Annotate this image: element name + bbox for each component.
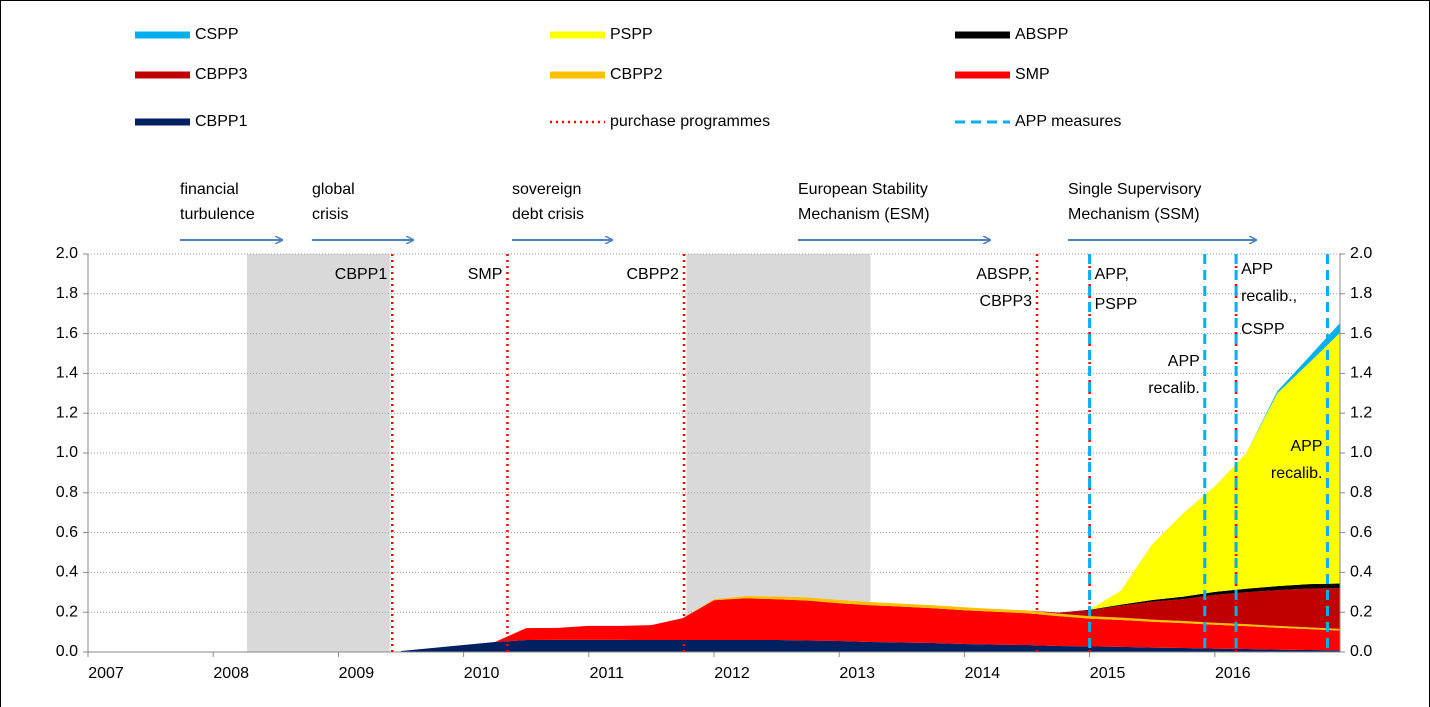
y-tick-label: 1.2 (56, 404, 78, 421)
x-tick-label: 2013 (839, 665, 875, 682)
event-label: recalib. (1271, 465, 1323, 482)
annotation: debt crisis (512, 206, 584, 223)
y-tick-label: 1.6 (56, 325, 78, 342)
x-tick-label: 2015 (1090, 665, 1126, 682)
event-label: ABSPP, (976, 266, 1032, 283)
legend-label: CBPP3 (195, 66, 248, 83)
legend-label: SMP (1015, 66, 1050, 83)
shaded-period (247, 254, 390, 652)
legend-label: APP measures (1015, 113, 1121, 130)
y2-tick-label: 0.0 (1350, 643, 1372, 660)
x-tick-label: 2011 (590, 665, 625, 682)
y-tick-label: 0.4 (56, 564, 78, 581)
y2-tick-label: 1.0 (1350, 444, 1372, 461)
y-tick-label: 1.4 (56, 365, 78, 382)
event-label: APP (1241, 261, 1273, 278)
y2-tick-label: 1.4 (1350, 365, 1372, 382)
event-label: APP, (1095, 266, 1129, 283)
area (401, 639, 1340, 652)
x-tick-label: 2009 (339, 665, 375, 682)
legend-label: PSPP (610, 26, 653, 43)
legend-label: CSPP (195, 26, 239, 43)
event-label: CSPP (1241, 321, 1285, 338)
legend-label: ABSPP (1015, 26, 1068, 43)
event-label: CBPP1 (335, 266, 388, 283)
y-tick-label: 0.6 (56, 524, 78, 541)
area (401, 583, 1340, 652)
event-label: recalib. (1148, 380, 1200, 397)
area (401, 588, 1340, 652)
event-label: CBPP2 (626, 266, 679, 283)
x-tick-label: 2014 (965, 665, 1001, 682)
annotation: European Stability (798, 181, 928, 198)
event-label: SMP (468, 266, 503, 283)
event-label: PSPP (1095, 296, 1138, 313)
y2-tick-label: 1.8 (1350, 285, 1372, 302)
x-tick-label: 2010 (464, 665, 500, 682)
event-label: recalib., (1241, 288, 1297, 305)
y2-tick-label: 0.6 (1350, 524, 1372, 541)
event-label: APP (1168, 353, 1200, 370)
event-label: APP (1290, 438, 1322, 455)
y2-tick-label: 2.0 (1350, 245, 1372, 262)
area (401, 598, 1340, 652)
annotation: global (312, 181, 355, 198)
y2-tick-label: 0.2 (1350, 603, 1372, 620)
event-label: CBPP3 (980, 293, 1033, 310)
y-tick-label: 0.8 (56, 484, 78, 501)
x-tick-label: 2016 (1215, 665, 1251, 682)
annotation: financial (180, 181, 239, 198)
annotation: sovereign (512, 181, 581, 198)
y-tick-label: 2.0 (56, 245, 78, 262)
x-tick-label: 2007 (88, 665, 124, 682)
annotation: Single Supervisory (1068, 181, 1201, 198)
legend-label: CBPP2 (610, 66, 663, 83)
y-tick-label: 0.0 (56, 643, 78, 660)
y2-tick-label: 0.4 (1350, 564, 1372, 581)
annotation: Mechanism (SSM) (1068, 206, 1200, 223)
y2-tick-label: 1.2 (1350, 404, 1372, 421)
y2-tick-label: 0.8 (1350, 484, 1372, 501)
y-tick-label: 0.2 (56, 603, 78, 620)
annotation: crisis (312, 206, 348, 223)
legend-label: CBPP1 (195, 113, 248, 130)
annotation: turbulence (180, 206, 255, 223)
annotation: Mechanism (ESM) (798, 206, 930, 223)
legend-label: purchase programmes (610, 113, 770, 130)
y-tick-label: 1.0 (56, 444, 78, 461)
x-tick-label: 2008 (213, 665, 249, 682)
y-tick-label: 1.8 (56, 285, 78, 302)
x-tick-label: 2012 (714, 665, 750, 682)
y2-tick-label: 1.6 (1350, 325, 1372, 342)
